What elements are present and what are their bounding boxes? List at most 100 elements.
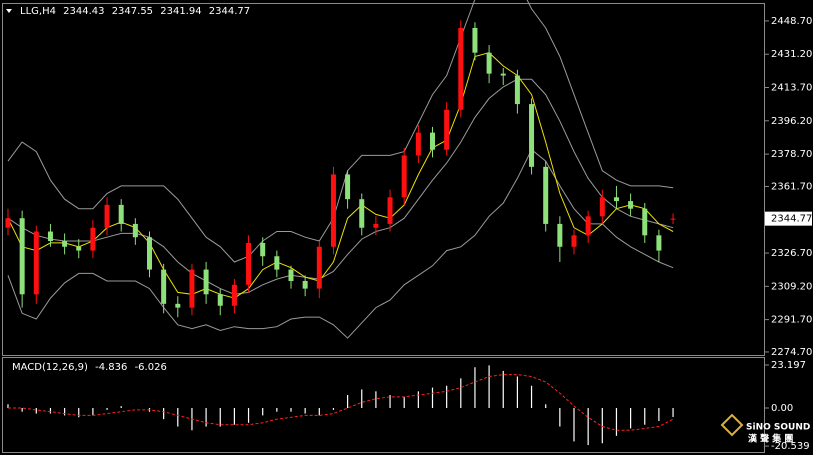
macd-bar: [7, 404, 9, 409]
macd-bar: [474, 367, 476, 409]
y-tick-label: 2413.70: [771, 83, 812, 94]
symbol: LLG,H4: [20, 6, 56, 17]
candle-body: [345, 174, 351, 200]
candle-body: [642, 208, 648, 236]
candle-body: [316, 246, 322, 289]
brand-name: 漢 聲 集 團: [748, 433, 793, 445]
candle-body: [387, 197, 393, 224]
y-tick-label: 2431.20: [771, 49, 812, 60]
macd-bar: [559, 408, 561, 427]
last-price-label: 2344.77: [771, 214, 812, 225]
high-value: 2347.55: [112, 6, 153, 17]
macd-bar: [49, 408, 52, 414]
macd-bar: [78, 408, 80, 418]
candle-body: [246, 242, 252, 285]
macd-bar: [488, 365, 490, 409]
y-tick-label: 2326.70: [771, 248, 812, 259]
y-tick-label: 2448.70: [771, 16, 812, 27]
macd-header: MACD(12,26,9) -4.836 -6.026: [12, 362, 167, 373]
macd-bar: [35, 408, 37, 414]
candle-body: [189, 269, 195, 308]
macd-bar: [177, 408, 179, 427]
macd-bar: [205, 408, 207, 427]
y-tick-label: 0.00: [771, 403, 793, 414]
macd-bar: [120, 406, 122, 409]
candle-body: [132, 223, 138, 238]
candle-body: [486, 52, 492, 74]
open-value: 2344.43: [63, 6, 104, 17]
macd-bar: [587, 408, 589, 446]
overlay-line: [7, 0, 674, 263]
macd-bar: [347, 395, 349, 409]
macd-bar: [332, 408, 335, 410]
candle-body: [90, 227, 96, 251]
candle-body: [161, 269, 167, 304]
candle-body: [500, 73, 506, 76]
y-tick-label: 2396.20: [771, 116, 812, 127]
macd-bar: [361, 389, 363, 409]
y-tick-label: 2309.20: [771, 281, 812, 292]
macd-bar: [163, 408, 165, 420]
candle-body: [444, 109, 450, 150]
candle-body: [47, 231, 53, 242]
y-tick-label: 2361.70: [771, 181, 812, 192]
macd-bar: [644, 408, 646, 425]
candle-body: [571, 235, 577, 247]
candle-body: [670, 218, 676, 220]
y-tick-label: 23.197: [771, 360, 806, 371]
candle-body: [599, 197, 605, 217]
macd-bar: [516, 376, 518, 409]
y-tick-label: 2291.70: [771, 315, 812, 326]
candle-body: [147, 237, 152, 270]
macd-bar: [247, 408, 250, 423]
price-panel: [2, 3, 765, 356]
macd-bar: [615, 408, 618, 436]
macd-value: -4.836: [95, 362, 127, 373]
candle-body: [472, 27, 478, 53]
candle-body: [118, 204, 124, 224]
watermark: SiNO SOUND 漢 聲 集 團: [720, 413, 810, 445]
macd-panel: [2, 357, 765, 453]
candle-body: [401, 155, 407, 198]
macd-bar: [106, 408, 108, 410]
candle-body: [33, 231, 39, 295]
candle-body: [656, 235, 662, 251]
candle-body: [415, 132, 421, 156]
candle-body: [557, 223, 563, 247]
candle-body: [529, 104, 535, 167]
macd-bar: [672, 408, 674, 417]
macd-bar: [417, 391, 419, 409]
logo: [720, 413, 744, 437]
candle-body: [628, 201, 634, 209]
macd-bar: [276, 408, 278, 412]
macd-bar: [92, 408, 94, 416]
candle-body: [430, 132, 435, 150]
macd-bar: [304, 408, 306, 414]
candle-body: [458, 27, 464, 110]
y-tick-label: 2274.70: [771, 347, 812, 358]
candle-body: [359, 199, 365, 228]
overlay-line: [7, 148, 674, 339]
macd-bar: [389, 395, 391, 409]
macd-bar: [630, 408, 632, 429]
menu-arrow[interactable]: [6, 9, 12, 13]
brand: SiNO SOUND: [746, 423, 810, 433]
candle-body: [203, 269, 209, 295]
last-price-box: [765, 211, 812, 226]
macd-bar: [64, 408, 66, 416]
overlay-line: [7, 78, 674, 295]
candle-body: [260, 242, 266, 257]
y-tick-label: 2378.70: [771, 149, 812, 160]
candle-body: [104, 204, 110, 228]
candle-body: [217, 294, 223, 306]
macd-bar: [502, 370, 504, 409]
macd-bar: [262, 408, 264, 416]
macd-bar: [21, 408, 23, 412]
macd-bar: [446, 385, 448, 409]
macd-bar: [573, 408, 575, 442]
signal-line: [8, 374, 674, 431]
macd-bar: [601, 408, 603, 444]
macd-bar: [460, 378, 462, 409]
